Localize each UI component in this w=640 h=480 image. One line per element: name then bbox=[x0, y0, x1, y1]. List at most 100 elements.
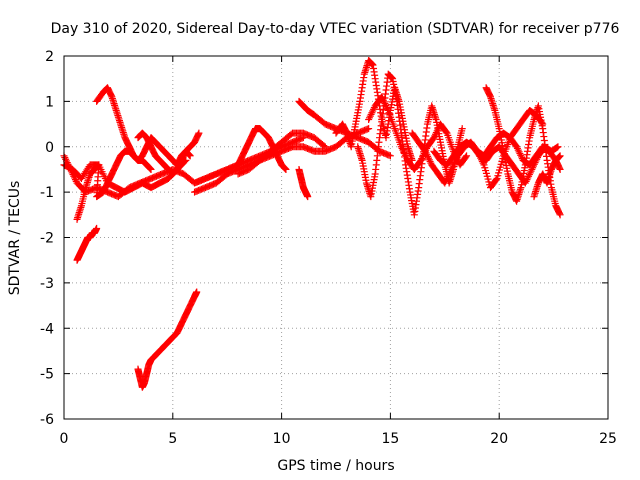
data-point bbox=[492, 176, 500, 184]
data-point bbox=[422, 149, 430, 157]
data-points bbox=[60, 57, 564, 391]
data-point bbox=[424, 154, 432, 162]
data-point bbox=[432, 129, 440, 137]
data-point bbox=[380, 98, 388, 106]
data-point bbox=[399, 146, 407, 154]
data-point bbox=[93, 224, 101, 232]
data-point bbox=[366, 112, 374, 120]
data-point bbox=[365, 125, 373, 133]
x-tick-labels: 0 5 10 15 20 25 bbox=[60, 431, 617, 447]
data-point bbox=[62, 155, 70, 163]
x-tick-label: 5 bbox=[168, 431, 177, 447]
data-point bbox=[433, 127, 441, 135]
data-point bbox=[369, 107, 377, 115]
series-arc-19 bbox=[473, 134, 564, 192]
data-point bbox=[61, 154, 69, 162]
data-point bbox=[521, 179, 529, 187]
data-point bbox=[556, 211, 564, 219]
data-point bbox=[525, 171, 533, 179]
data-point bbox=[421, 147, 429, 155]
y-tick-label: -6 bbox=[40, 412, 54, 428]
data-point bbox=[475, 151, 483, 159]
data-point bbox=[424, 152, 432, 160]
data-point bbox=[443, 174, 451, 182]
x-tick-label: 0 bbox=[60, 431, 69, 447]
data-point bbox=[451, 159, 459, 167]
data-point bbox=[367, 110, 375, 118]
y-tick-label: -4 bbox=[40, 321, 54, 337]
x-tick-label: 20 bbox=[490, 431, 508, 447]
data-point bbox=[518, 153, 526, 161]
data-point bbox=[321, 143, 329, 151]
data-point bbox=[458, 125, 466, 133]
data-point bbox=[417, 156, 425, 164]
data-point bbox=[441, 179, 449, 187]
x-axis-label: GPS time / hours bbox=[277, 458, 394, 474]
y-tick-label: 2 bbox=[45, 49, 54, 65]
data-point bbox=[383, 103, 391, 111]
data-point bbox=[554, 143, 562, 151]
x-tick-label: 25 bbox=[599, 431, 617, 447]
data-point bbox=[448, 164, 456, 172]
data-point bbox=[474, 149, 482, 157]
data-point bbox=[445, 171, 453, 179]
data-point bbox=[432, 130, 440, 138]
data-point bbox=[282, 165, 290, 173]
data-point bbox=[402, 153, 410, 161]
data-point bbox=[477, 154, 485, 162]
series-arc-15 bbox=[365, 93, 471, 173]
data-point bbox=[524, 174, 532, 182]
data-point bbox=[513, 143, 521, 151]
data-point bbox=[528, 165, 536, 173]
data-point bbox=[379, 96, 387, 104]
data-point bbox=[382, 101, 390, 109]
data-point bbox=[476, 152, 484, 160]
data-point bbox=[527, 167, 535, 175]
data-point bbox=[478, 156, 486, 164]
data-point bbox=[401, 150, 409, 158]
series-arc-9 bbox=[191, 125, 290, 187]
data-point bbox=[365, 114, 373, 122]
x-tick-label: 15 bbox=[381, 431, 399, 447]
data-point bbox=[401, 151, 409, 159]
y-tick-label: 1 bbox=[45, 94, 54, 110]
data-point bbox=[365, 116, 373, 124]
series-arc-6 bbox=[73, 224, 101, 264]
data-point bbox=[320, 142, 328, 150]
data-point bbox=[381, 100, 389, 108]
data-point bbox=[463, 152, 471, 160]
data-point bbox=[426, 157, 434, 165]
data-point bbox=[195, 129, 203, 137]
series-arc-5 bbox=[73, 147, 155, 223]
series-arc-10 bbox=[234, 129, 329, 178]
data-point bbox=[442, 128, 450, 136]
series-arc-12 bbox=[295, 165, 312, 201]
data-point bbox=[431, 132, 439, 140]
y-tick-labels: -6 -5 -4 -3 -2 -1 0 1 2 bbox=[40, 49, 54, 428]
plot-frame bbox=[63, 55, 609, 420]
data-point bbox=[447, 165, 455, 173]
data-point bbox=[449, 162, 457, 170]
data-point bbox=[516, 150, 524, 158]
data-point bbox=[444, 172, 452, 180]
x-tick-label: 10 bbox=[273, 431, 291, 447]
data-point bbox=[397, 143, 405, 151]
data-point bbox=[447, 167, 455, 175]
data-point bbox=[478, 157, 486, 165]
data-point bbox=[450, 160, 458, 168]
data-point bbox=[430, 134, 438, 142]
data-point bbox=[526, 169, 534, 177]
data-point bbox=[368, 109, 376, 117]
series-arc-20 bbox=[530, 156, 564, 201]
data-point bbox=[517, 151, 525, 159]
data-point bbox=[398, 144, 406, 152]
data-point bbox=[479, 159, 487, 167]
data-point bbox=[400, 148, 408, 156]
data-point bbox=[193, 288, 201, 296]
data-point bbox=[71, 176, 79, 184]
data-point bbox=[442, 177, 450, 185]
data-point bbox=[386, 152, 394, 160]
chart-title: Day 310 of 2020, Sidereal Day-to-day VTE… bbox=[51, 21, 620, 37]
data-point bbox=[442, 176, 450, 184]
